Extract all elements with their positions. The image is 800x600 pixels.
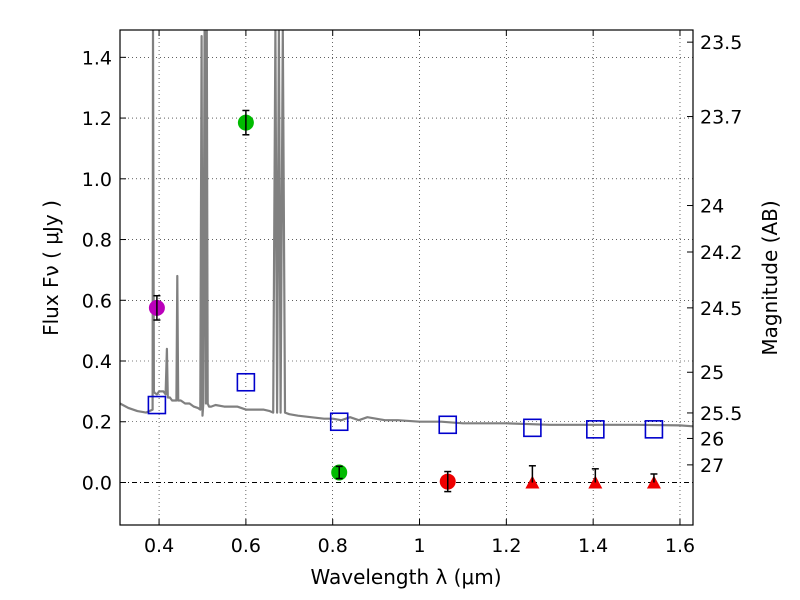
right-tick-label: 24: [700, 196, 724, 218]
y-tick-label: 0.8: [82, 230, 112, 252]
model-square-marker: [329, 412, 349, 432]
x-tick-label: 1: [413, 535, 425, 557]
x-tick-label: 0.8: [318, 535, 348, 557]
x-tick-label: 1.4: [578, 535, 608, 557]
model-square-marker: [236, 372, 256, 392]
y-tick-label: 1.2: [82, 108, 112, 130]
points-layer: [147, 109, 664, 493]
model-square-marker: [438, 415, 458, 435]
model-square-marker: [523, 418, 542, 438]
x-tick-label: 0.6: [231, 535, 261, 557]
right-tick-label: 24.5: [700, 298, 742, 320]
x-tick-label: 1.6: [665, 535, 695, 557]
right-tick-label: 26: [700, 428, 724, 450]
x-tick-label: 0.4: [144, 535, 174, 557]
right-tick-label: 24.2: [700, 242, 742, 264]
x-axis-label: Wavelength λ (μm): [310, 565, 501, 589]
axis-ticks: 0.4 0.6 0.8 1 1.2 1.4 1.6 0.0 0.2 0.4 0.6 0.8 1.0 1.2…: [82, 30, 742, 557]
y-tick-label: 0.0: [82, 472, 112, 494]
y-axis-label: Flux Fν ( μJy ): [39, 200, 63, 336]
right-tick-label: 27: [700, 455, 724, 477]
right-tick-label: 25.5: [700, 403, 742, 425]
y-tick-label: 0.4: [82, 351, 112, 373]
y-tick-label: 1.0: [82, 169, 112, 191]
right-tick-label: 23.5: [700, 32, 742, 54]
spectrum-line: [120, 30, 693, 428]
right-tick-label: 25: [700, 362, 724, 384]
model-square-marker: [147, 395, 167, 415]
spectrum-layer: [120, 30, 693, 428]
grid: [120, 30, 693, 525]
plot-frame: [119, 29, 694, 526]
model-square-marker: [644, 420, 664, 439]
right-axis-label: Magnitude (AB): [758, 200, 782, 355]
y-tick-label: 0.2: [82, 412, 112, 434]
right-tick-label: 23.7: [700, 107, 742, 129]
y-tick-label: 0.6: [82, 290, 112, 312]
model-square-marker: [586, 420, 605, 439]
x-tick-label: 1.2: [491, 535, 521, 557]
y-tick-label: 1.4: [82, 47, 112, 69]
